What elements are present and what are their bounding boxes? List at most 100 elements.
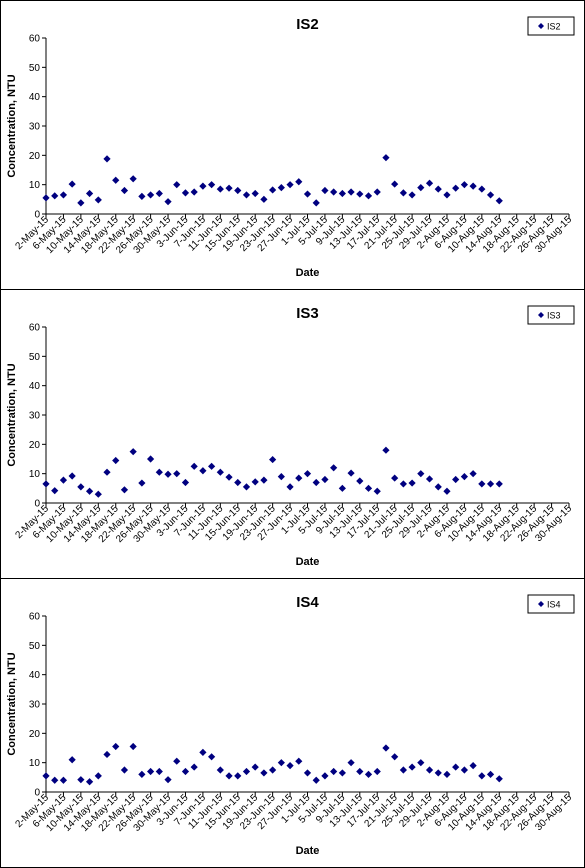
data-point [443,770,451,778]
y-axis-label: Concentration, NTU [6,363,18,466]
data-point [208,753,216,761]
data-point [77,199,85,207]
y-tick-label: 10 [29,758,41,769]
data-point [277,759,285,767]
data-point [85,189,94,198]
legend-box [527,594,575,614]
data-point [303,470,312,478]
legend-marker [538,23,544,29]
data-point [295,474,303,482]
data-point [199,182,207,190]
data-point [94,772,102,780]
chart-title: IS2 [296,16,319,33]
data-point [330,464,338,472]
data-point [103,155,111,163]
data-point [391,180,399,188]
y-tick-label: 0 [34,788,40,799]
data-point [173,757,181,765]
data-point [155,468,163,476]
data-point [129,742,137,751]
data-point [190,188,198,196]
legend: IS3 [527,305,575,325]
data-point [120,486,129,494]
data-point [486,191,495,199]
data-point [364,484,373,492]
data-point [103,468,111,476]
data-point [164,776,172,784]
chart-panel-is4: IS4 0 10 20 30 40 50 60 2-May-15 6-May-15 10-May-1… [0,578,585,868]
legend-box [527,16,575,36]
data-point [478,772,486,780]
y-tick-label: 60 [29,612,41,623]
legend-marker [538,312,544,318]
data-point [225,473,233,481]
data-point [286,483,294,491]
data-point [382,744,390,752]
data-point [181,767,190,776]
data-point [51,192,59,200]
y-axis-label: Concentration, NTU [6,74,18,177]
y-tick-label: 10 [29,180,41,191]
data-point [216,185,224,193]
data-point [356,767,364,776]
data-point [356,190,364,198]
data-point [94,196,102,204]
data-point [338,484,346,492]
y-tick-label: 40 [29,92,41,103]
data-point [181,478,190,487]
data-point [59,776,68,784]
data-point [242,483,251,491]
data-point [181,189,190,197]
data-point [295,178,303,186]
data-point [147,191,155,199]
data-point [330,767,338,776]
data-point [94,490,102,498]
legend-label: IS3 [547,311,561,321]
data-point [338,769,346,777]
data-point [460,473,468,481]
data-point [173,470,181,478]
data-point [434,483,442,491]
data-point [112,176,120,184]
chart-svg: IS401020304050602-May-156-May-1510-May-1… [6,594,575,857]
data-point [42,772,50,780]
data-point [138,192,146,200]
data-point [112,742,120,751]
data-point [495,775,503,783]
data-point [295,757,303,765]
data-point [269,766,277,774]
y-tick-label: 0 [34,499,40,510]
legend-label: IS2 [547,22,561,32]
data-point [77,483,85,491]
data-point [269,186,277,194]
data-point [216,766,224,774]
data-point [399,766,407,774]
data-point [51,776,59,784]
data-point [303,190,312,198]
chart-svg: IS301020304050602-May-156-May-1510-May-1… [6,305,575,568]
data-point [138,770,146,778]
data-point [373,487,381,495]
data-point [364,770,373,778]
data-point [347,469,355,477]
data-point [260,769,268,777]
data-point [391,474,399,482]
data-point [42,194,50,202]
chart-title: IS4 [296,594,319,611]
data-point [164,470,172,478]
data-point [242,767,251,776]
data-point [199,748,207,756]
data-point [373,188,381,196]
data-point [112,456,120,465]
data-point [234,478,242,487]
data-point [147,455,155,463]
data-point [85,778,94,786]
data-point [190,763,198,771]
y-tick-label: 20 [29,729,41,740]
data-point [469,762,477,770]
y-tick-label: 50 [29,352,41,363]
data-point [68,472,76,480]
y-tick-label: 50 [29,641,41,652]
data-point [59,476,68,484]
data-point [443,487,451,495]
